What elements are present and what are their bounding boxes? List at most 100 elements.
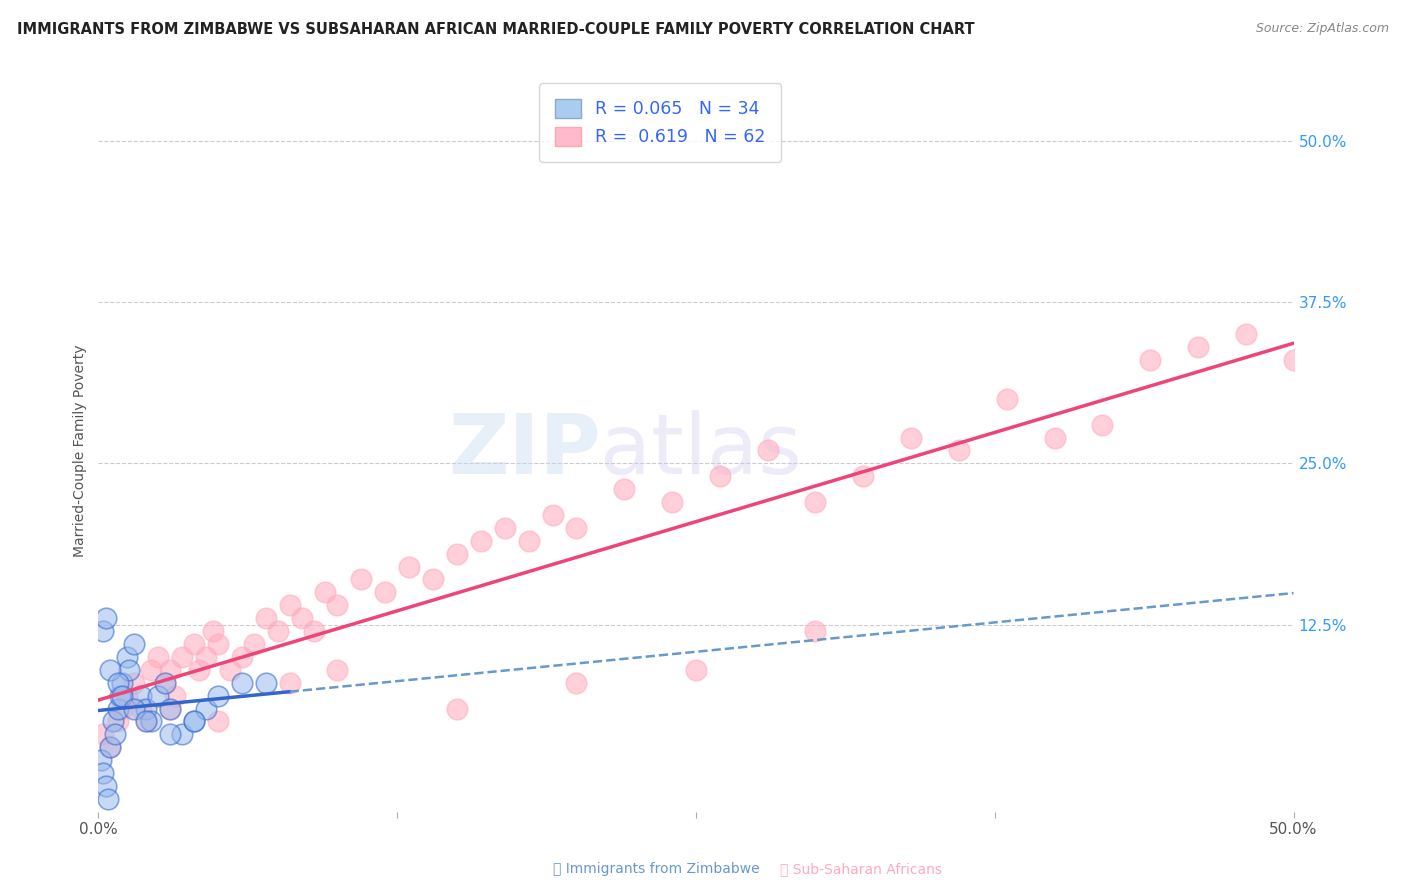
Y-axis label: Married-Couple Family Poverty: Married-Couple Family Poverty <box>73 344 87 557</box>
Point <box>124 637 146 651</box>
Point <box>219 663 242 677</box>
Point <box>101 714 124 729</box>
Text: ⬜ Immigrants from Zimbabwe: ⬜ Immigrants from Zimbabwe <box>553 863 759 876</box>
Point <box>565 675 588 690</box>
Point <box>135 701 157 715</box>
Point <box>172 727 194 741</box>
Point <box>1234 327 1257 342</box>
Point <box>374 585 396 599</box>
Point <box>804 495 827 509</box>
Point <box>494 521 516 535</box>
Point <box>94 779 117 793</box>
Point <box>159 727 181 741</box>
Point <box>422 573 444 587</box>
Point <box>155 675 177 690</box>
Point <box>613 482 636 496</box>
Point <box>446 547 468 561</box>
Point <box>278 675 301 690</box>
Point <box>1187 340 1209 354</box>
Point <box>139 714 162 729</box>
Point <box>118 663 141 677</box>
Point <box>470 533 492 548</box>
Point <box>278 599 301 613</box>
Point <box>1091 417 1114 432</box>
Point <box>131 689 153 703</box>
Point <box>183 637 205 651</box>
Point <box>148 689 170 703</box>
Point <box>139 663 162 677</box>
Point <box>326 663 349 677</box>
Point <box>900 431 922 445</box>
Point <box>195 649 218 664</box>
Point <box>207 637 229 651</box>
Point <box>207 689 229 703</box>
Point <box>124 675 146 690</box>
Point <box>207 714 229 729</box>
Text: ⬜ Sub-Saharan Africans: ⬜ Sub-Saharan Africans <box>779 863 942 876</box>
Point <box>111 675 134 690</box>
Point <box>111 701 134 715</box>
Point <box>267 624 290 639</box>
Point <box>90 753 112 767</box>
Point <box>315 585 337 599</box>
Point <box>231 675 253 690</box>
Point <box>91 727 114 741</box>
Point <box>159 663 181 677</box>
Point <box>159 701 181 715</box>
Point <box>148 649 170 664</box>
Point <box>948 443 970 458</box>
Text: IMMIGRANTS FROM ZIMBABWE VS SUBSAHARAN AFRICAN MARRIED-COUPLE FAMILY POVERTY COR: IMMIGRANTS FROM ZIMBABWE VS SUBSAHARAN A… <box>17 22 974 37</box>
Point <box>350 573 373 587</box>
Point <box>291 611 314 625</box>
Point <box>1043 431 1066 445</box>
Point <box>326 599 349 613</box>
Point <box>115 649 138 664</box>
Point <box>804 624 827 639</box>
Point <box>163 689 186 703</box>
Point <box>107 675 129 690</box>
Point <box>183 714 205 729</box>
Point <box>155 675 177 690</box>
Point <box>135 714 157 729</box>
Point <box>517 533 540 548</box>
Point <box>995 392 1018 406</box>
Point <box>1139 353 1161 368</box>
Point <box>254 611 277 625</box>
Point <box>104 727 127 741</box>
Point <box>541 508 564 522</box>
Point <box>685 663 707 677</box>
Point <box>661 495 683 509</box>
Text: atlas: atlas <box>600 410 801 491</box>
Point <box>107 714 129 729</box>
Point <box>187 663 209 677</box>
Point <box>131 701 153 715</box>
Point <box>94 611 117 625</box>
Point <box>115 689 138 703</box>
Point <box>565 521 588 535</box>
Point <box>135 714 157 729</box>
Point <box>243 637 266 651</box>
Point <box>111 689 134 703</box>
Point <box>254 675 277 690</box>
Point <box>1282 353 1305 368</box>
Point <box>709 469 731 483</box>
Point <box>756 443 779 458</box>
Point <box>852 469 875 483</box>
Point <box>202 624 225 639</box>
Point <box>302 624 325 639</box>
Point <box>124 701 146 715</box>
Point <box>398 559 420 574</box>
Point <box>159 701 181 715</box>
Text: ZIP: ZIP <box>449 410 600 491</box>
Point <box>98 663 122 677</box>
Point <box>107 701 129 715</box>
Point <box>446 701 468 715</box>
Point <box>108 689 131 703</box>
Point <box>91 624 114 639</box>
Point <box>98 740 122 755</box>
Point <box>195 701 218 715</box>
Point <box>183 714 205 729</box>
Point <box>91 766 114 780</box>
Text: Source: ZipAtlas.com: Source: ZipAtlas.com <box>1256 22 1389 36</box>
Legend: R = 0.065   N = 34, R =  0.619   N = 62: R = 0.065 N = 34, R = 0.619 N = 62 <box>540 84 780 162</box>
